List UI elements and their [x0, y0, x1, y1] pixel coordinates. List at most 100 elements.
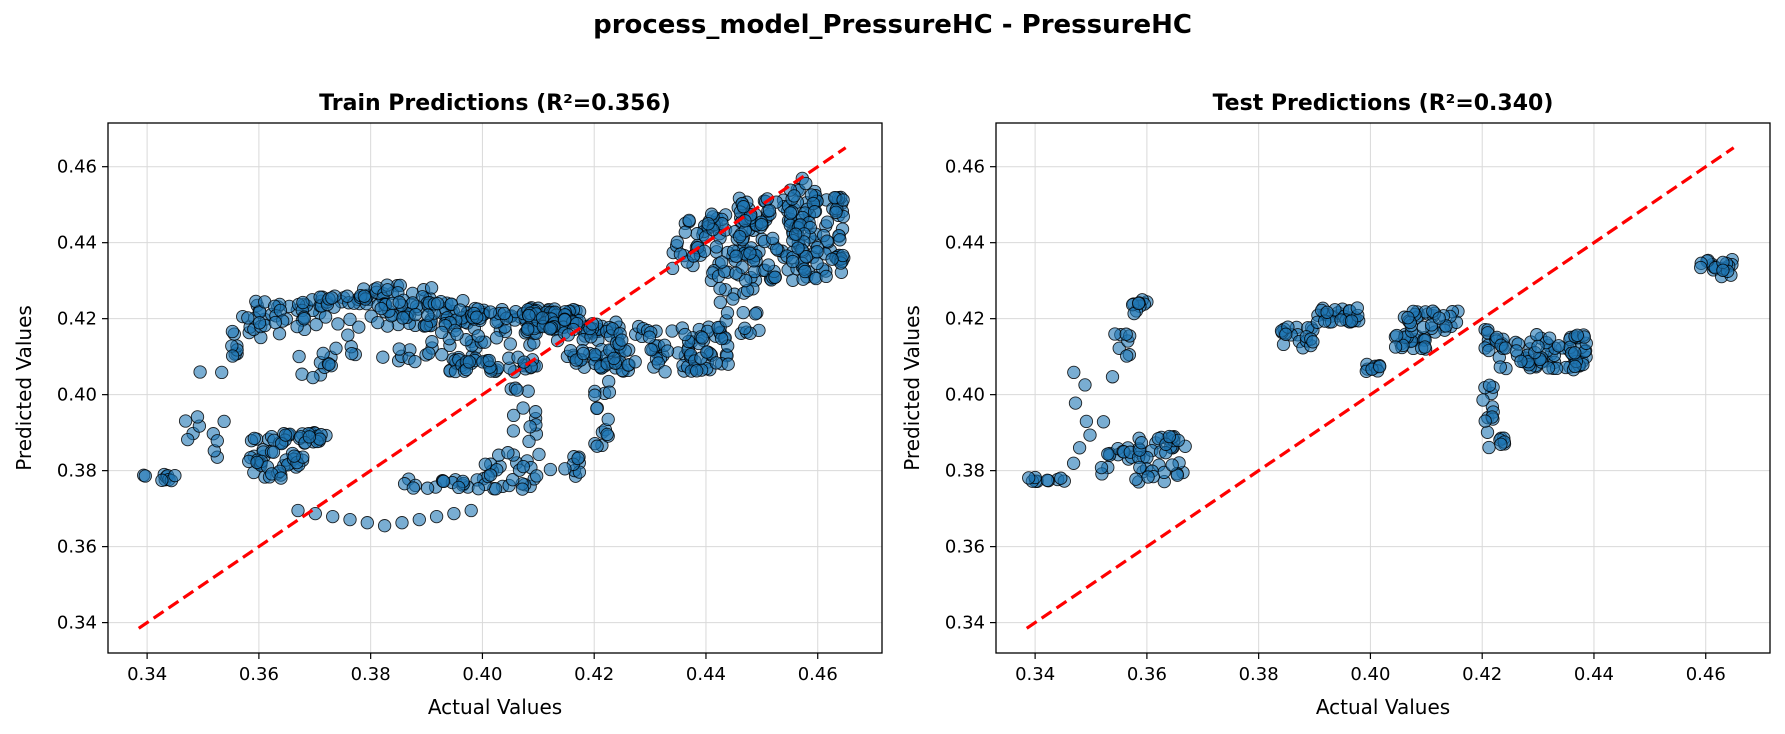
- data-point: [1716, 263, 1730, 277]
- data-point: [483, 305, 498, 319]
- y-tick-label: 0.46: [945, 157, 985, 178]
- figure-suptitle: process_model_PressureHC - PressureHC: [593, 10, 1192, 40]
- data-point: [1072, 441, 1087, 455]
- data-point: [1531, 339, 1545, 354]
- data-point: [210, 434, 224, 448]
- data-point: [450, 327, 464, 341]
- data-point: [743, 246, 757, 260]
- x-tick-label: 0.46: [1686, 664, 1726, 685]
- data-point: [406, 481, 420, 495]
- data-point: [190, 410, 205, 424]
- data-point: [408, 354, 422, 369]
- axes-title: Test Predictions (R²=0.340): [1213, 91, 1554, 116]
- x-tick-label: 0.38: [1239, 664, 1279, 685]
- data-point: [483, 468, 498, 482]
- data-point: [1568, 359, 1582, 374]
- y-tick-label: 0.38: [57, 461, 97, 482]
- data-point: [644, 343, 658, 357]
- data-point: [709, 240, 724, 254]
- data-point: [215, 365, 229, 380]
- data-point: [709, 356, 723, 370]
- data-point: [1480, 425, 1495, 439]
- data-point: [588, 388, 602, 402]
- data-point: [739, 273, 753, 288]
- data-point: [225, 349, 240, 363]
- data-point: [471, 482, 486, 496]
- x-tick-label: 0.46: [798, 664, 838, 685]
- data-point: [395, 516, 409, 530]
- data-point: [357, 289, 372, 303]
- data-point: [287, 449, 301, 463]
- data-point: [447, 506, 461, 521]
- data-point: [352, 320, 366, 334]
- chart-panel-2: 0.34 0.36 0.38 0.40 0.42 0.44 0.46 0.34 0.36 0.38…: [900, 91, 1771, 719]
- data-point: [748, 307, 763, 321]
- data-point: [516, 401, 530, 415]
- data-point: [421, 308, 435, 322]
- data-point: [833, 233, 847, 247]
- x-tick-label: 0.34: [1015, 664, 1055, 685]
- data-point: [503, 337, 517, 351]
- data-point: [819, 269, 833, 284]
- data-point: [783, 206, 798, 220]
- data-point: [670, 235, 684, 249]
- data-point: [217, 414, 231, 429]
- data-point: [1570, 328, 1584, 342]
- data-point: [571, 451, 585, 466]
- data-point: [178, 414, 193, 428]
- y-tick-label: 0.38: [945, 461, 985, 482]
- data-point: [1120, 349, 1134, 363]
- data-point: [181, 432, 195, 447]
- data-point: [601, 412, 615, 427]
- data-point: [1068, 396, 1083, 410]
- data-point: [521, 322, 535, 336]
- data-point: [799, 176, 813, 191]
- data-point: [530, 469, 544, 483]
- data-point: [791, 241, 805, 255]
- y-tick-label: 0.44: [57, 233, 97, 254]
- data-point: [1078, 378, 1092, 392]
- data-point: [225, 324, 240, 339]
- data-point: [316, 346, 330, 361]
- data-point: [168, 468, 182, 483]
- data-point: [250, 455, 264, 470]
- data-point: [501, 446, 515, 460]
- data-point: [309, 317, 323, 332]
- data-point: [296, 295, 310, 310]
- data-point: [695, 331, 710, 345]
- data-point: [1344, 314, 1359, 328]
- data-point: [371, 315, 385, 330]
- data-point: [345, 346, 359, 361]
- data-point: [588, 347, 602, 362]
- x-tick-label: 0.44: [1574, 664, 1614, 685]
- x-tick-label: 0.36: [239, 664, 279, 685]
- data-point: [522, 308, 536, 323]
- data-point: [721, 357, 735, 371]
- data-point: [700, 345, 714, 359]
- axes-title: Train Predictions (R²=0.356): [319, 91, 671, 116]
- data-point: [1401, 311, 1415, 325]
- data-point: [766, 231, 780, 246]
- data-point: [396, 311, 410, 325]
- data-point: [600, 427, 614, 442]
- data-point: [682, 213, 696, 228]
- data-point: [515, 482, 530, 496]
- data-point: [607, 351, 621, 366]
- data-point: [660, 344, 675, 358]
- data-point: [1133, 460, 1147, 475]
- data-point: [241, 311, 255, 325]
- data-point: [406, 296, 420, 310]
- data-point: [340, 289, 354, 303]
- data-point: [1482, 440, 1496, 455]
- x-tick-label: 0.42: [574, 664, 614, 685]
- data-point: [420, 481, 435, 495]
- y-tick-label: 0.46: [57, 157, 97, 178]
- data-point: [1541, 361, 1556, 375]
- axes-frame: [107, 122, 883, 654]
- data-point: [1054, 471, 1068, 485]
- data-point: [392, 342, 406, 356]
- data-point: [768, 270, 782, 284]
- data-point: [1373, 359, 1387, 374]
- data-point: [829, 205, 843, 219]
- y-tick-label: 0.34: [945, 613, 985, 634]
